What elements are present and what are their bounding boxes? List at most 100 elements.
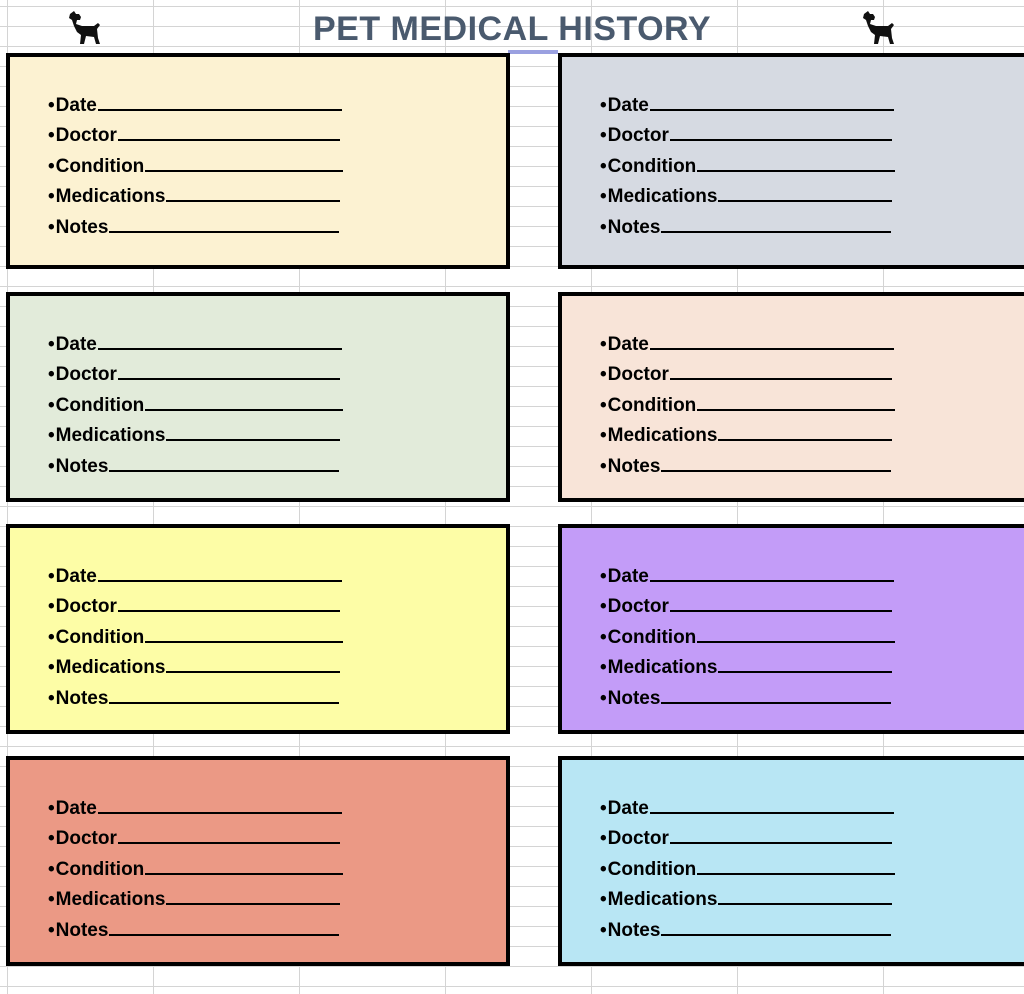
field-label: Medications xyxy=(607,425,718,447)
field-item: •Date xyxy=(48,330,343,360)
fill-in-line[interactable] xyxy=(97,348,342,350)
dog-silhouette-icon xyxy=(69,11,100,44)
medical-record-card: •Date •Doctor •Condition •Medications •Notes xyxy=(6,53,510,269)
bullet-point: • xyxy=(48,798,55,819)
bullet-point: • xyxy=(600,216,607,238)
field-label: Condition xyxy=(607,394,697,416)
page-title: PET MEDICAL HISTORY xyxy=(312,10,712,48)
bullet-point: • xyxy=(48,216,55,238)
field-item: •Condition xyxy=(48,391,344,421)
field-list: •Date •Doctor •Condition •Medications •Notes xyxy=(48,91,344,243)
field-label: Notes xyxy=(55,455,109,477)
fill-in-line[interactable] xyxy=(697,408,896,411)
fill-in-line[interactable] xyxy=(669,378,892,381)
bullet-point: • xyxy=(600,798,607,819)
bullet-point: • xyxy=(600,155,607,177)
field-label: Date xyxy=(55,334,97,355)
field-item: •Date xyxy=(48,562,343,592)
bullet-point: • xyxy=(600,125,607,147)
fill-in-line[interactable] xyxy=(718,439,893,442)
field-label: Date xyxy=(55,798,97,819)
fill-in-line[interactable] xyxy=(166,671,341,674)
bullet-point: • xyxy=(48,425,55,447)
field-item: •Doctor xyxy=(48,592,343,622)
field-label: Date xyxy=(607,566,649,587)
fill-in-line[interactable] xyxy=(97,580,342,582)
fill-in-line[interactable] xyxy=(166,903,341,906)
bullet-point: • xyxy=(600,919,607,941)
fill-in-line[interactable] xyxy=(661,469,892,472)
field-item: •Date xyxy=(600,562,895,592)
bullet-point: • xyxy=(600,858,607,880)
fill-in-line[interactable] xyxy=(117,842,340,845)
bullet-point: • xyxy=(48,364,55,386)
field-label: Notes xyxy=(607,455,661,477)
bullet-point: • xyxy=(48,657,55,679)
field-label: Date xyxy=(55,566,97,587)
bullet-point: • xyxy=(48,186,55,208)
fill-in-line[interactable] xyxy=(697,640,896,643)
fill-in-line[interactable] xyxy=(661,701,892,704)
fill-in-line[interactable] xyxy=(649,348,894,350)
fill-in-line[interactable] xyxy=(97,812,342,814)
fill-in-line[interactable] xyxy=(718,200,893,203)
fill-in-line[interactable] xyxy=(697,872,896,875)
field-item: •Doctor xyxy=(600,592,895,622)
fill-in-line[interactable] xyxy=(649,109,894,111)
fill-in-line[interactable] xyxy=(145,408,344,411)
field-label: Notes xyxy=(607,687,661,709)
bullet-point: • xyxy=(48,858,55,880)
fill-in-line[interactable] xyxy=(117,610,340,613)
bullet-point: • xyxy=(48,626,55,648)
field-item: •Medications xyxy=(600,653,895,683)
fill-in-line[interactable] xyxy=(649,580,894,582)
field-list: •Date •Doctor •Condition •Medications •Notes xyxy=(600,562,896,714)
field-label: Date xyxy=(607,95,649,116)
fill-in-line[interactable] xyxy=(117,378,340,381)
bullet-point: • xyxy=(48,596,55,618)
field-label: Medications xyxy=(55,425,166,447)
field-label: Date xyxy=(607,798,649,819)
bullet-point: • xyxy=(48,889,55,911)
bullet-point: • xyxy=(48,566,55,587)
field-item: •Doctor xyxy=(48,360,343,390)
fill-in-line[interactable] xyxy=(145,169,344,172)
fill-in-line[interactable] xyxy=(166,200,341,203)
field-item: •Condition xyxy=(600,855,896,885)
bullet-point: • xyxy=(48,687,55,709)
fill-in-line[interactable] xyxy=(109,230,340,233)
fill-in-line[interactable] xyxy=(718,903,893,906)
bullet-point: • xyxy=(48,334,55,355)
field-label: Doctor xyxy=(55,125,117,147)
fill-in-line[interactable] xyxy=(661,933,892,936)
field-label: Notes xyxy=(607,216,661,238)
field-label: Notes xyxy=(55,687,109,709)
bullet-point: • xyxy=(600,687,607,709)
fill-in-line[interactable] xyxy=(145,640,344,643)
fill-in-line[interactable] xyxy=(669,842,892,845)
fill-in-line[interactable] xyxy=(649,812,894,814)
fill-in-line[interactable] xyxy=(669,610,892,613)
medical-record-card: •Date •Doctor •Condition •Medications •Notes xyxy=(558,756,1024,966)
field-label: Condition xyxy=(607,626,697,648)
fill-in-line[interactable] xyxy=(669,139,892,142)
fill-in-line[interactable] xyxy=(661,230,892,233)
fill-in-line[interactable] xyxy=(697,169,896,172)
fill-in-line[interactable] xyxy=(109,469,340,472)
fill-in-line[interactable] xyxy=(109,701,340,704)
fill-in-line[interactable] xyxy=(145,872,344,875)
field-item: •Notes xyxy=(48,916,343,946)
fill-in-line[interactable] xyxy=(117,139,340,142)
medical-record-card: •Date •Doctor •Condition •Medications •Notes xyxy=(558,53,1024,269)
field-list: •Date •Doctor •Condition •Medications •Notes xyxy=(600,330,896,482)
field-list: •Date •Doctor •Condition •Medications •Notes xyxy=(48,794,344,946)
fill-in-line[interactable] xyxy=(718,671,893,674)
fill-in-line[interactable] xyxy=(166,439,341,442)
bullet-point: • xyxy=(48,455,55,477)
fill-in-line[interactable] xyxy=(109,933,340,936)
fill-in-line[interactable] xyxy=(97,109,342,111)
field-label: Condition xyxy=(55,858,145,880)
field-label: Condition xyxy=(607,858,697,880)
bullet-point: • xyxy=(600,425,607,447)
bullet-point: • xyxy=(48,95,55,116)
